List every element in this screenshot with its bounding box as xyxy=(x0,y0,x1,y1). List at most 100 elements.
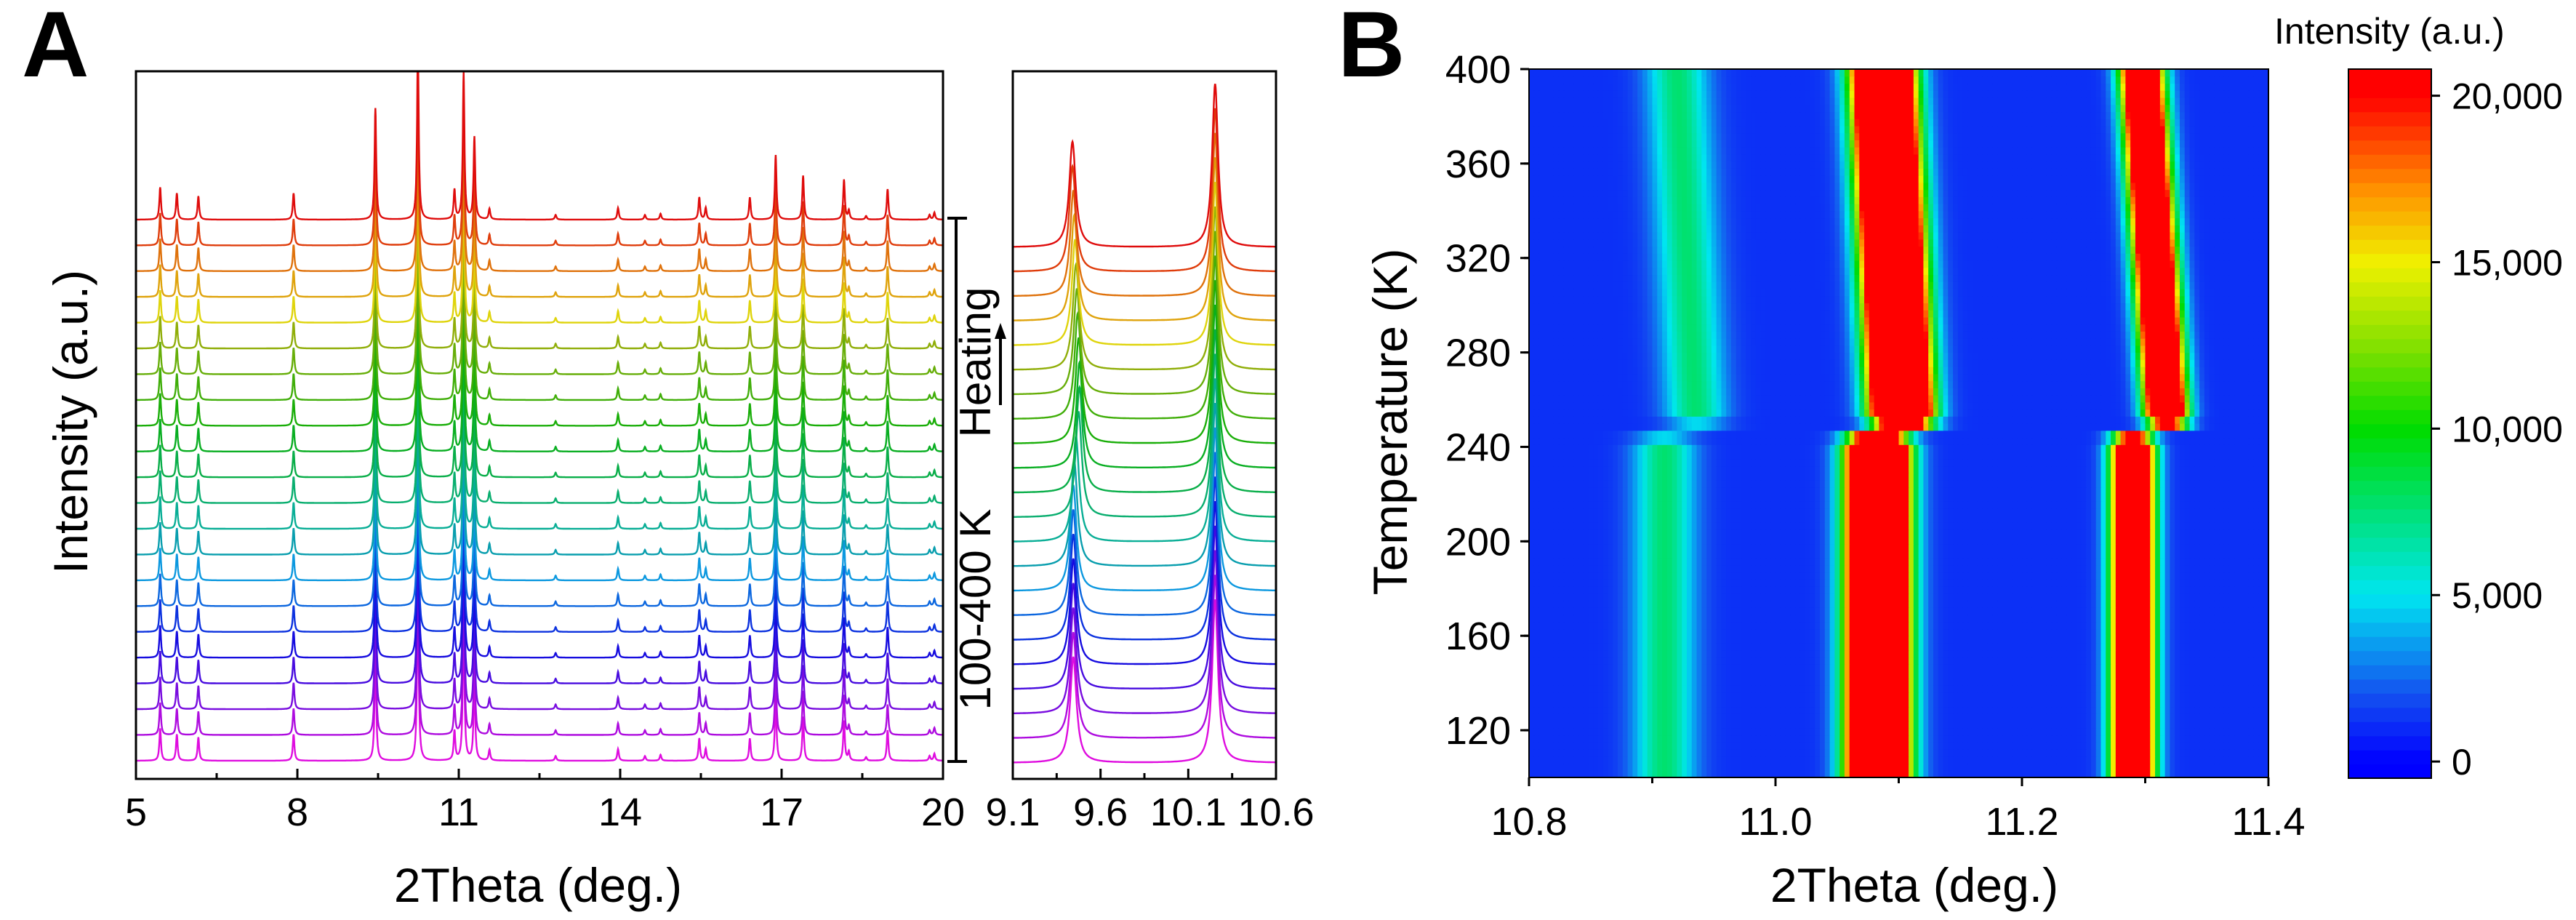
heatmap-cell xyxy=(2056,713,2062,721)
heatmap-cell xyxy=(2100,721,2106,729)
heatmap-cell xyxy=(2239,593,2244,601)
heatmap-cell xyxy=(1849,721,1855,729)
heatmap-cell xyxy=(2228,607,2235,615)
heatmap-cell xyxy=(1736,706,1742,714)
heatmap-cell xyxy=(2164,586,2170,594)
heatmap-cell xyxy=(1613,593,1618,601)
heatmap-cell xyxy=(1637,586,1643,594)
heatmap-cell xyxy=(1913,572,1919,580)
heatmap-cell xyxy=(1736,607,1742,615)
heatmap-cell xyxy=(2100,551,2106,559)
heatmap-cell xyxy=(1593,636,1599,644)
heatmap-cell xyxy=(1973,749,1978,757)
heatmap-cell xyxy=(1805,727,1811,736)
heatmap-cell xyxy=(1957,600,1964,608)
heatmap-cell xyxy=(1568,671,1574,679)
heatmap-cell xyxy=(2090,742,2097,750)
heatmap-cell xyxy=(1859,713,1865,721)
heatmap-cell xyxy=(2145,770,2151,778)
heatmap-cell xyxy=(1544,727,1549,736)
heatmap-cell xyxy=(2095,621,2102,630)
heatmap-cell xyxy=(1568,614,1574,623)
heatmap-cell xyxy=(1618,742,1624,750)
heatmap-cell xyxy=(1795,678,1801,686)
heatmap-cell xyxy=(1573,642,1579,651)
heatmap-cell xyxy=(1686,664,1693,672)
heatmap-cell xyxy=(1815,657,1821,665)
heatmap-cell xyxy=(1751,706,1757,714)
heatmap-cell xyxy=(2120,706,2126,714)
heatmap-cell xyxy=(1780,742,1786,750)
heatmap-cell xyxy=(1884,664,1890,672)
heatmap-cell xyxy=(1726,685,1732,693)
heatmap-cell xyxy=(2046,699,2053,708)
heatmap-cell xyxy=(1977,551,1983,559)
heatmap-cell xyxy=(2081,735,2087,743)
heatmap-cell xyxy=(2164,735,2170,743)
heatmap-cell xyxy=(1815,692,1821,700)
heatmap-cell xyxy=(1588,614,1594,623)
heatmap-cell xyxy=(2214,685,2220,693)
heatmap-cell xyxy=(2090,586,2097,594)
heatmap-cell xyxy=(2135,593,2141,601)
heatmap-cell xyxy=(1568,756,1574,764)
heatmap-cell xyxy=(2164,713,2170,721)
heatmap-cell xyxy=(1948,742,1954,750)
heatmap-cell xyxy=(1790,756,1796,764)
heatmap-cell xyxy=(2170,614,2175,623)
heatmap-cell xyxy=(1701,572,1707,580)
heatmap-cell xyxy=(2115,593,2122,601)
heatmap-cell xyxy=(1672,614,1677,623)
heatmap-cell xyxy=(2150,551,2156,559)
heatmap-cell xyxy=(1884,657,1890,665)
heatmap-cell xyxy=(2090,678,2097,686)
heatmap-cell xyxy=(1593,551,1599,559)
heatmap-cell xyxy=(1913,763,1919,771)
heatmap-cell xyxy=(2234,607,2239,615)
heatmap-cell xyxy=(1662,621,1668,630)
heatmap-cell xyxy=(2135,699,2141,708)
heatmap-cell xyxy=(1967,763,1973,771)
heatmap-cell xyxy=(1953,579,1959,587)
heatmap-cell xyxy=(1677,586,1682,594)
heatmap-cell xyxy=(1799,713,1806,721)
heatmap-cell xyxy=(1751,713,1757,721)
heatmap-cell xyxy=(2026,685,2033,693)
heatmap-cell xyxy=(2026,699,2033,708)
heatmap-cell xyxy=(1613,564,1618,573)
heatmap-cell xyxy=(1770,749,1776,757)
heatmap-cell xyxy=(1588,586,1594,594)
heatmap-cell xyxy=(1637,600,1643,608)
heatmap-cell xyxy=(2263,636,2269,644)
heatmap-cell xyxy=(1859,685,1865,693)
heatmap-cell xyxy=(2007,572,2013,580)
heatmap-cell xyxy=(1962,699,1969,708)
heatmap-cell xyxy=(2002,579,2008,587)
heatmap-cell xyxy=(1795,699,1801,708)
heatmap-cell xyxy=(1893,678,1900,686)
heatmap-cell xyxy=(1849,564,1855,573)
heatmap-cell xyxy=(1957,621,1964,630)
heatmap-cell xyxy=(2248,636,2255,644)
heatmap-cell xyxy=(1553,572,1560,580)
heatmap-cell xyxy=(1578,579,1584,587)
heatmap-cell xyxy=(1682,742,1688,750)
heatmap-cell xyxy=(1770,692,1776,700)
heatmap-cell xyxy=(1632,543,1638,551)
heatmap-cell xyxy=(1716,727,1722,736)
heatmap-cell xyxy=(1903,614,1909,623)
heatmap-cell xyxy=(2155,621,2161,630)
heatmap-cell xyxy=(2170,678,2175,686)
heatmap-cell xyxy=(2258,586,2264,594)
heatmap-cell xyxy=(2066,558,2072,566)
heatmap-cell xyxy=(2219,614,2225,623)
heatmap-cell xyxy=(2164,692,2170,700)
heatmap-cell xyxy=(2051,579,2058,587)
heatmap-cell xyxy=(1903,586,1909,594)
heatmap-cell xyxy=(1627,572,1633,580)
heatmap-cell xyxy=(2095,649,2102,658)
heatmap-cell xyxy=(1597,749,1604,757)
heatmap-cell xyxy=(1533,649,1540,658)
heatmap-cell xyxy=(1824,636,1831,644)
heatmap-cell xyxy=(1874,742,1879,750)
